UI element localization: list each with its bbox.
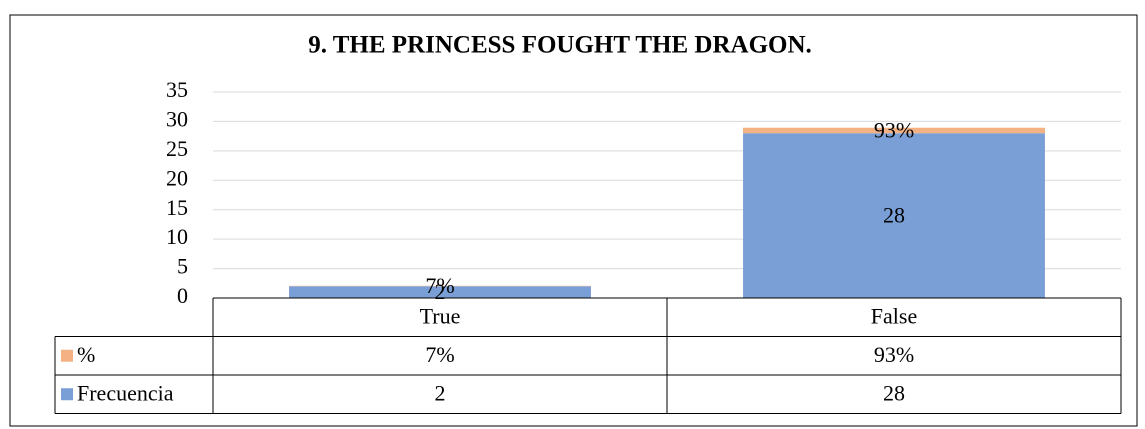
y-tick-label: 15 <box>166 195 188 220</box>
y-tick-label: 30 <box>166 106 188 131</box>
table-cell: 93% <box>874 342 914 367</box>
x-tick-label: False <box>871 303 917 328</box>
bar-segment <box>289 286 591 298</box>
bar-segment <box>743 127 1045 134</box>
y-tick-label: 35 <box>166 77 188 102</box>
legend-swatch <box>61 388 73 401</box>
data-label: 2 <box>435 279 446 304</box>
data-label: 7% <box>425 273 454 298</box>
y-tick-label: 20 <box>166 165 188 190</box>
table-cell: 2 <box>435 380 446 405</box>
chart-title: 9. THE PRINCESS FOUGHT THE DRAGON. <box>308 32 812 59</box>
legend-swatch <box>61 349 73 362</box>
table-cell: 7% <box>425 342 454 367</box>
data-label: 93% <box>874 118 914 143</box>
legend-label: Frecuencia <box>77 380 174 405</box>
y-tick-label: 5 <box>177 254 188 279</box>
data-label: 28 <box>883 203 905 228</box>
table-cell: 28 <box>883 380 905 405</box>
bar-segment <box>743 133 1045 298</box>
y-tick-label: 10 <box>166 224 188 249</box>
legend-label: % <box>77 342 95 367</box>
x-tick-label: True <box>420 303 461 328</box>
y-tick-label: 0 <box>177 283 188 308</box>
y-tick-label: 25 <box>166 136 188 161</box>
